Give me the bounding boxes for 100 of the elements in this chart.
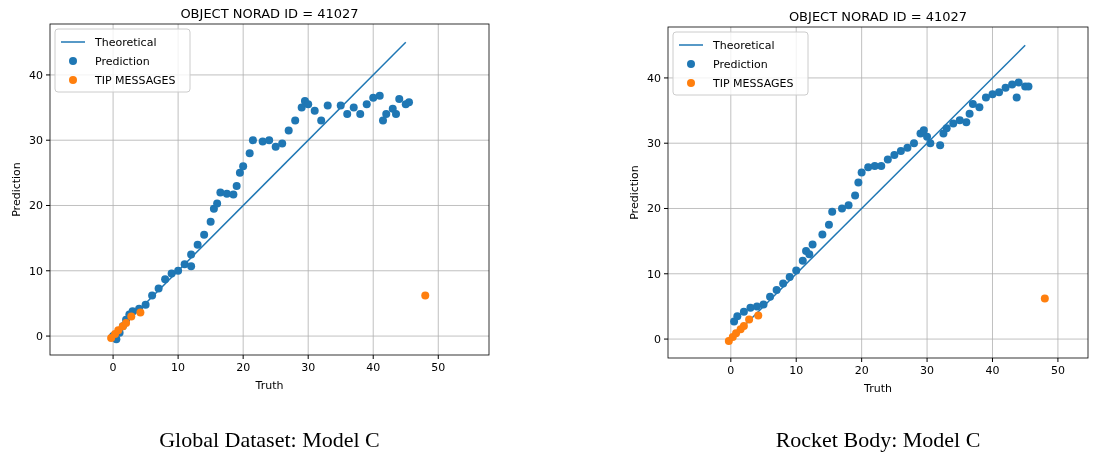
point xyxy=(745,315,754,324)
point xyxy=(297,103,306,112)
point xyxy=(122,319,131,328)
point xyxy=(851,191,860,200)
point xyxy=(818,230,827,239)
point xyxy=(864,163,873,172)
point xyxy=(271,142,280,151)
y-tick-label: 20 xyxy=(647,202,661,216)
point xyxy=(808,240,817,249)
point xyxy=(1001,83,1010,92)
point xyxy=(375,91,384,100)
x-tick-label: 20 xyxy=(236,361,251,374)
point xyxy=(209,204,218,213)
point xyxy=(877,162,886,171)
point xyxy=(136,308,145,317)
point xyxy=(995,88,1004,97)
point xyxy=(754,311,763,320)
point xyxy=(382,110,391,119)
point xyxy=(284,126,293,135)
x-axis-title: Truth xyxy=(863,382,892,395)
point xyxy=(1040,294,1049,303)
y-axis-title: Prediction xyxy=(628,165,641,220)
legend-label: Prediction xyxy=(95,55,150,68)
point xyxy=(759,300,768,309)
point xyxy=(235,168,244,177)
x-axis-title: Truth xyxy=(254,379,284,392)
point xyxy=(824,220,833,229)
point xyxy=(838,204,847,213)
point xyxy=(746,303,755,312)
point xyxy=(883,155,892,164)
point xyxy=(154,284,163,293)
legend-label: Theoretical xyxy=(94,36,157,49)
chart-title: OBJECT NORAD ID = 41027 xyxy=(180,6,359,21)
point xyxy=(148,291,157,300)
point xyxy=(323,101,332,110)
point xyxy=(349,103,358,112)
point xyxy=(187,250,196,259)
point xyxy=(854,178,863,187)
point xyxy=(965,109,974,118)
point xyxy=(317,116,326,125)
point xyxy=(239,162,248,171)
point xyxy=(766,292,775,301)
point xyxy=(923,132,932,141)
y-tick-label: 0 xyxy=(36,330,43,344)
y-tick-label: 30 xyxy=(29,134,43,148)
point xyxy=(890,150,899,159)
point xyxy=(310,106,319,115)
point xyxy=(988,90,997,99)
x-tick-label: 0 xyxy=(109,361,117,374)
point xyxy=(733,312,742,321)
y-tick-label: 40 xyxy=(29,68,43,82)
point xyxy=(896,147,905,156)
point xyxy=(193,240,202,249)
point xyxy=(857,168,866,177)
point xyxy=(942,124,951,133)
y-tick-label: 10 xyxy=(647,267,661,281)
point xyxy=(1008,80,1017,89)
point xyxy=(844,201,853,210)
point xyxy=(245,149,254,158)
point xyxy=(903,143,912,152)
point xyxy=(378,116,387,125)
point xyxy=(739,307,748,316)
y-tick-label: 0 xyxy=(654,333,661,347)
point xyxy=(265,136,274,145)
x-tick-label: 20 xyxy=(854,364,869,377)
point xyxy=(752,302,761,311)
point xyxy=(772,286,781,295)
point xyxy=(909,139,918,148)
point xyxy=(356,110,365,119)
point xyxy=(291,116,300,125)
point xyxy=(395,95,404,104)
point xyxy=(336,101,345,110)
text: Global Dataset: Model C xyxy=(159,427,380,452)
point xyxy=(949,119,958,128)
x-tick-label: 40 xyxy=(985,364,1000,377)
point xyxy=(981,93,990,102)
chart-title: OBJECT NORAD ID = 41027 xyxy=(788,9,968,24)
point xyxy=(278,139,287,148)
point xyxy=(805,250,814,259)
point xyxy=(174,266,183,275)
point xyxy=(304,100,313,109)
point xyxy=(785,273,794,282)
y-tick-label: 40 xyxy=(647,71,661,85)
point xyxy=(1014,78,1023,87)
y-tick-label: 20 xyxy=(29,199,43,213)
point xyxy=(187,262,196,271)
y-tick-label: 30 xyxy=(647,137,661,151)
x-tick-label: 10 xyxy=(789,364,804,377)
legend-label: TIP MESSAGES xyxy=(94,74,176,87)
point xyxy=(936,141,945,150)
x-tick-label: 50 xyxy=(1050,364,1065,377)
point xyxy=(248,136,257,145)
point xyxy=(216,188,225,197)
point xyxy=(232,181,241,190)
point xyxy=(975,103,984,112)
point xyxy=(962,118,971,127)
x-tick-label: 40 xyxy=(366,361,381,374)
x-tick-label: 10 xyxy=(171,361,186,374)
point xyxy=(200,230,209,239)
point xyxy=(369,93,378,102)
